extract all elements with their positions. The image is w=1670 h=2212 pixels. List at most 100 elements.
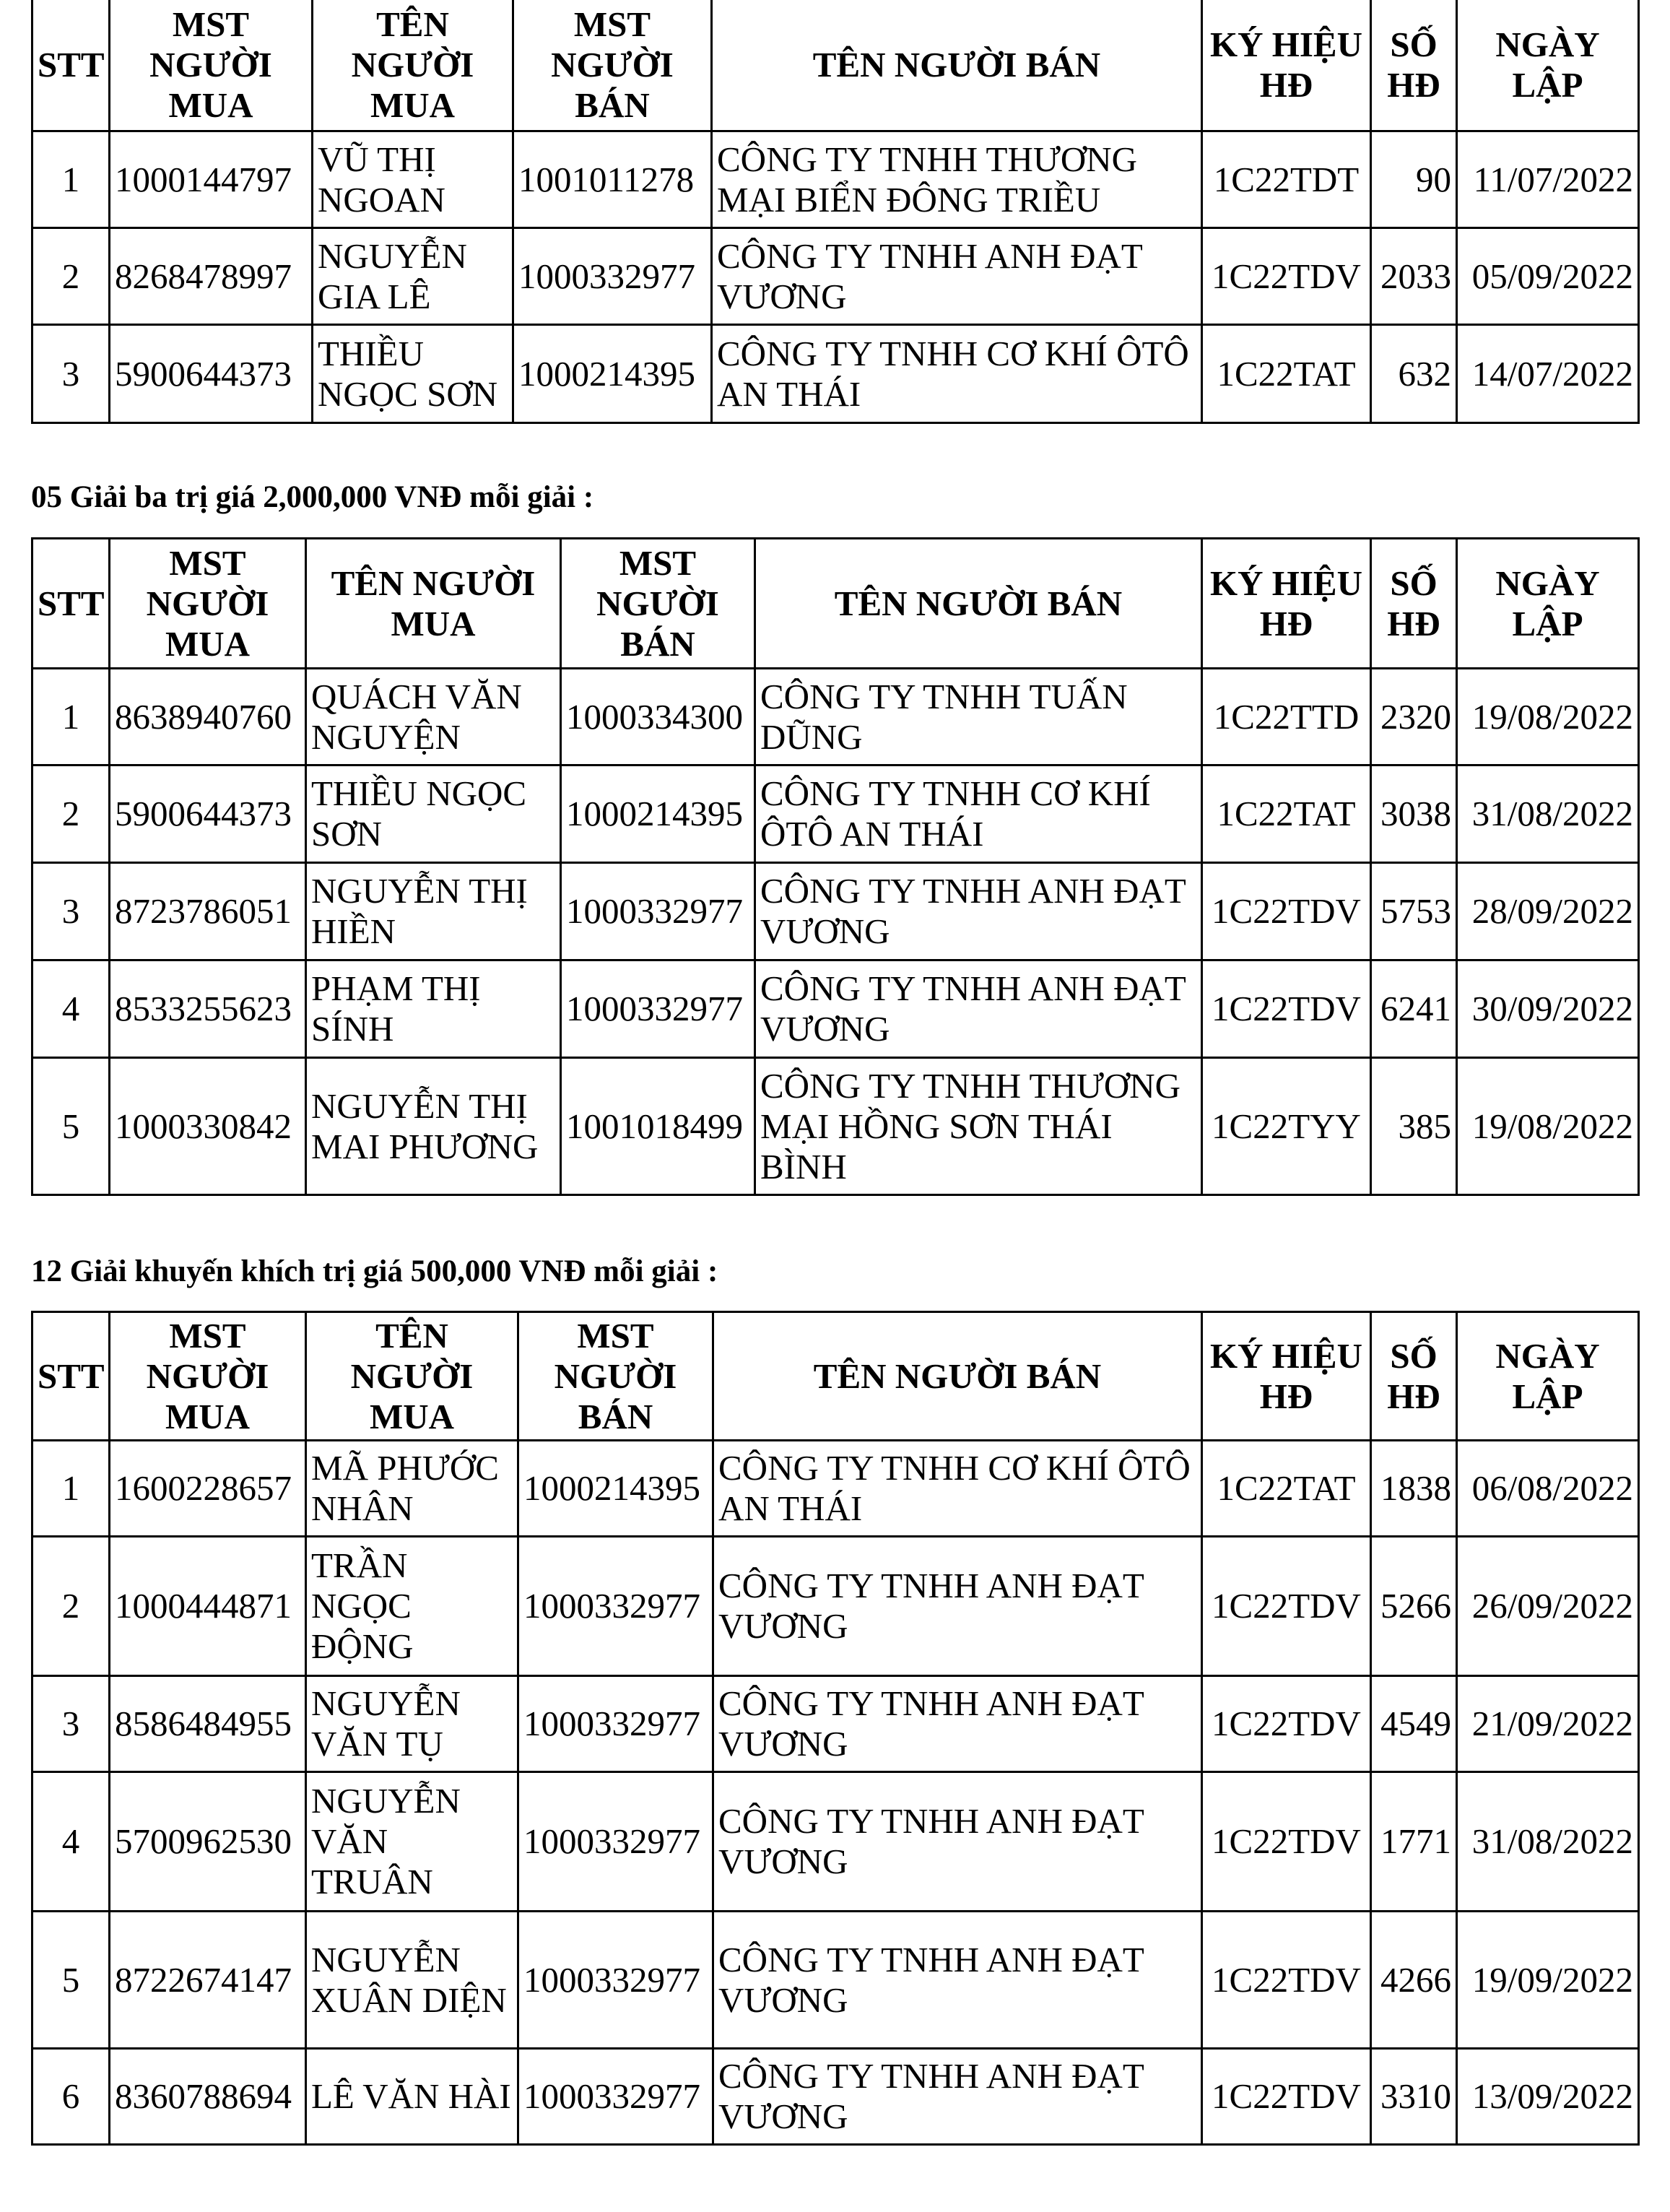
cell-buyer-name: QUÁCH VĂN NGUYỆN: [305, 667, 562, 766]
cell-seller-tax-id: 1000332977: [517, 1771, 714, 1912]
table-row: 6 8360788694 LÊ VĂN HÀI 1000332977 CÔNG TY T…: [31, 2047, 1640, 2146]
column-header-seller-tax-id: MST NGƯỜI BÁN: [560, 537, 756, 669]
cell-buyer-name: NGUYỄN VĂN TRUÂN: [305, 1771, 519, 1912]
cell-invoice-number: 5266: [1370, 1535, 1458, 1677]
cell-seller-tax-id: 1000332977: [560, 959, 756, 1059]
cell-seller-tax-id: 1000332977: [560, 862, 756, 961]
cell-buyer-tax-id: 1000330842: [108, 1057, 307, 1196]
column-header-invoice-number: SỐ HĐ: [1370, 1311, 1458, 1441]
table-row: 4 5700962530 NGUYỄN VĂN TRUÂN 1000332977 CÔN…: [31, 1771, 1640, 1912]
cell-buyer-name: THIỀU NGỌC SƠN: [311, 324, 514, 424]
cell-invoice-symbol: 1C22TDV: [1201, 1535, 1372, 1677]
cell-stt: 1: [31, 1439, 110, 1537]
cell-issue-date: 21/09/2022: [1456, 1675, 1640, 1773]
cell-buyer-name: PHẠM THỊ SÍNH: [305, 959, 562, 1059]
section-heading-third-prize: 05 Giải ba trị giá 2,000,000 VNĐ mỗi giả…: [31, 480, 594, 514]
column-header-seller-tax-id: MST NGƯỜI BÁN: [517, 1311, 714, 1441]
cell-invoice-symbol: 1C22TDV: [1201, 959, 1372, 1059]
cell-buyer-tax-id: 8723786051: [108, 862, 307, 961]
column-header-buyer-tax-id: MST NGƯỜI MUA: [108, 0, 313, 132]
column-header-seller-name: TÊN NGƯỜI BÁN: [710, 0, 1203, 132]
table-row: 5 1000330842 NGUYỄN THỊ MAI PHƯƠNG 10010184…: [31, 1057, 1640, 1196]
cell-buyer-name: THIỀU NGỌC SƠN: [305, 764, 562, 864]
cell-invoice-symbol: 1C22TAT: [1201, 1439, 1372, 1537]
cell-issue-date: 19/08/2022: [1456, 667, 1640, 766]
cell-seller-tax-id: 1000214395: [560, 764, 756, 864]
table-row: 3 8723786051 NGUYỄN THỊ HIỀN 1000332977 CÔNG…: [31, 862, 1640, 961]
cell-buyer-name: MÃ PHƯỚC NHÂN: [305, 1439, 519, 1537]
cell-stt: 6: [31, 2047, 110, 2146]
cell-issue-date: 19/09/2022: [1456, 1910, 1640, 2050]
cell-issue-date: 14/07/2022: [1456, 324, 1640, 424]
cell-issue-date: 30/09/2022: [1456, 959, 1640, 1059]
cell-invoice-symbol: 1C22TDT: [1201, 130, 1372, 229]
header-row: STT MST NGƯỜI MUA TÊN NGƯỜI MUA MST NGƯỜI BÁN TÊN …: [31, 0, 1640, 132]
cell-seller-tax-id: 1000332977: [512, 227, 713, 326]
cell-seller-name: CÔNG TY TNHH ANH ĐẠT VƯƠNG: [712, 1771, 1203, 1912]
cell-stt: 4: [31, 1771, 110, 1912]
table-row: 1 8638940760 QUÁCH VĂN NGUYỆN 1000334300 CÔN…: [31, 667, 1640, 766]
cell-buyer-tax-id: 1600228657: [108, 1439, 307, 1537]
cell-invoice-symbol: 1C22TDV: [1201, 862, 1372, 961]
cell-buyer-name: NGUYỄN THỊ HIỀN: [305, 862, 562, 961]
cell-invoice-number: 385: [1370, 1057, 1458, 1196]
cell-seller-tax-id: 1000214395: [512, 324, 713, 424]
cell-invoice-symbol: 1C22TDV: [1201, 1910, 1372, 2050]
column-header-invoice-symbol: KÝ HIỆU HĐ: [1201, 1311, 1372, 1441]
cell-buyer-name: NGUYỄN VĂN TỤ: [305, 1675, 519, 1773]
cell-invoice-symbol: 1C22TAT: [1201, 764, 1372, 864]
cell-issue-date: 11/07/2022: [1456, 130, 1640, 229]
cell-stt: 5: [31, 1910, 110, 2050]
cell-buyer-tax-id: 8586484955: [108, 1675, 307, 1773]
cell-issue-date: 05/09/2022: [1456, 227, 1640, 326]
cell-issue-date: 28/09/2022: [1456, 862, 1640, 961]
column-header-seller-name: TÊN NGƯỜI BÁN: [712, 1311, 1203, 1441]
cell-stt: 4: [31, 959, 110, 1059]
column-header-buyer-name: TÊN NGƯỜI MUA: [305, 537, 562, 669]
column-header-stt: STT: [31, 0, 110, 132]
column-header-seller-name: TÊN NGƯỜI BÁN: [754, 537, 1203, 669]
cell-invoice-symbol: 1C22TTD: [1201, 667, 1372, 766]
prize-table-third: STT MST NGƯỜI MUA TÊN NGƯỜI MUA MST NGƯỜI BÁN TÊN…: [31, 537, 1640, 1196]
column-header-buyer-tax-id: MST NGƯỜI MUA: [108, 1311, 307, 1441]
cell-invoice-number: 90: [1370, 130, 1458, 229]
cell-buyer-tax-id: 8722674147: [108, 1910, 307, 2050]
prize-table-consolation: STT MST NGƯỜI MUA TÊN NGƯỜI MUA MST NGƯỜI BÁN TÊN …: [31, 1311, 1640, 2146]
cell-buyer-tax-id: 5700962530: [108, 1771, 307, 1912]
column-header-issue-date: NGÀY LẬP: [1456, 537, 1640, 669]
cell-invoice-number: 1838: [1370, 1439, 1458, 1537]
table-row: 3 5900644373 THIỀU NGỌC SƠN 1000214395 CÔNG …: [31, 324, 1640, 424]
cell-issue-date: 13/09/2022: [1456, 2047, 1640, 2146]
prize-table-top: STT MST NGƯỜI MUA TÊN NGƯỜI MUA MST NGƯỜI BÁN TÊN …: [31, 0, 1640, 424]
cell-seller-name: CÔNG TY TNHH ANH ĐẠT VƯƠNG: [754, 959, 1203, 1059]
cell-issue-date: 06/08/2022: [1456, 1439, 1640, 1537]
cell-seller-tax-id: 1000332977: [517, 1675, 714, 1773]
cell-seller-name: CÔNG TY TNHH ANH ĐẠT VƯƠNG: [754, 862, 1203, 961]
cell-buyer-tax-id: 1000144797: [108, 130, 313, 229]
cell-seller-name: CÔNG TY TNHH ANH ĐẠT VƯƠNG: [710, 227, 1203, 326]
cell-stt: 3: [31, 862, 110, 961]
cell-stt: 1: [31, 667, 110, 766]
cell-seller-tax-id: 1000334300: [560, 667, 756, 766]
cell-seller-name: CÔNG TY TNHH CƠ KHÍ ÔTÔ AN THÁI: [710, 324, 1203, 424]
column-header-issue-date: NGÀY LẬP: [1456, 1311, 1640, 1441]
table-row: 4 8533255623 PHẠM THỊ SÍNH 1000332977 CÔNG T…: [31, 959, 1640, 1059]
cell-invoice-number: 3310: [1370, 2047, 1458, 2146]
table-row: 2 8268478997 NGUYỄN GIA LÊ 1000332977 CÔNG T…: [31, 227, 1640, 326]
cell-buyer-name: TRẦN NGỌC ĐỘNG: [305, 1535, 519, 1677]
cell-seller-name: CÔNG TY TNHH CƠ KHÍ ÔTÔ AN THÁI: [754, 764, 1203, 864]
cell-stt: 3: [31, 1675, 110, 1773]
cell-buyer-tax-id: 5900644373: [108, 764, 307, 864]
cell-stt: 2: [31, 764, 110, 864]
header-row: STT MST NGƯỜI MUA TÊN NGƯỜI MUA MST NGƯỜI BÁN TÊN…: [31, 537, 1640, 669]
cell-issue-date: 31/08/2022: [1456, 764, 1640, 864]
cell-buyer-tax-id: 8268478997: [108, 227, 313, 326]
cell-invoice-number: 2033: [1370, 227, 1458, 326]
cell-seller-name: CÔNG TY TNHH THƯƠNG MẠI HỒNG SƠN THÁI BÌ…: [754, 1057, 1203, 1196]
table-row: 1 1000144797 VŨ THỊ NGOAN 1001011278 CÔNG TY…: [31, 130, 1640, 229]
cell-seller-name: CÔNG TY TNHH ANH ĐẠT VƯƠNG: [712, 1910, 1203, 2050]
cell-invoice-number: 3038: [1370, 764, 1458, 864]
cell-stt: 3: [31, 324, 110, 424]
cell-seller-tax-id: 1000332977: [517, 2047, 714, 2146]
cell-stt: 5: [31, 1057, 110, 1196]
